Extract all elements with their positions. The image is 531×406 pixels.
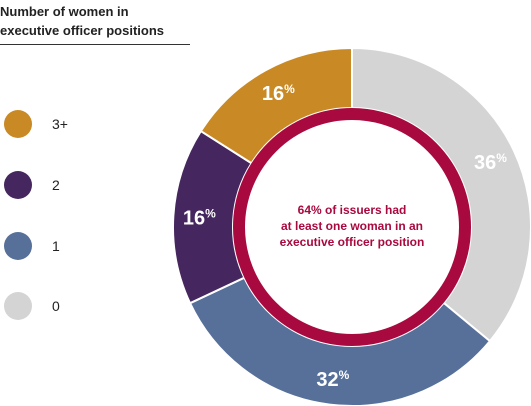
legend-item-3plus: 3+	[4, 110, 68, 138]
legend-item-1: 1	[4, 232, 60, 260]
slice-label-3plus: 16%	[262, 82, 295, 105]
legend-label-2: 2	[52, 177, 60, 193]
legend-title-line1: Number of women in	[0, 4, 129, 19]
legend-item-0: 0	[4, 292, 60, 320]
center-text-line1: 64% of issuers had	[298, 203, 407, 217]
center-text-line2: at least one woman in an	[281, 219, 423, 233]
legend-swatch-1	[4, 232, 32, 260]
slice-label-0: 36%	[474, 151, 507, 174]
legend-swatch-3plus	[4, 110, 32, 138]
legend-item-2: 2	[4, 171, 60, 199]
legend-title-line2: executive officer positions	[0, 23, 164, 38]
slice-label-1: 32%	[316, 368, 349, 391]
slice-labels: 36% 32% 16% 16%	[183, 82, 507, 391]
legend-label-1: 1	[52, 238, 60, 254]
legend-label-3plus: 3+	[52, 116, 68, 132]
legend-swatch-2	[4, 171, 32, 199]
center-text-line3: executive officer position	[280, 235, 425, 249]
legend-title: Number of women in executive officer pos…	[0, 2, 190, 45]
center-ring	[233, 108, 471, 346]
legend-swatch-0	[4, 292, 32, 320]
slice-label-2: 16%	[183, 206, 216, 229]
legend-label-0: 0	[52, 298, 60, 314]
